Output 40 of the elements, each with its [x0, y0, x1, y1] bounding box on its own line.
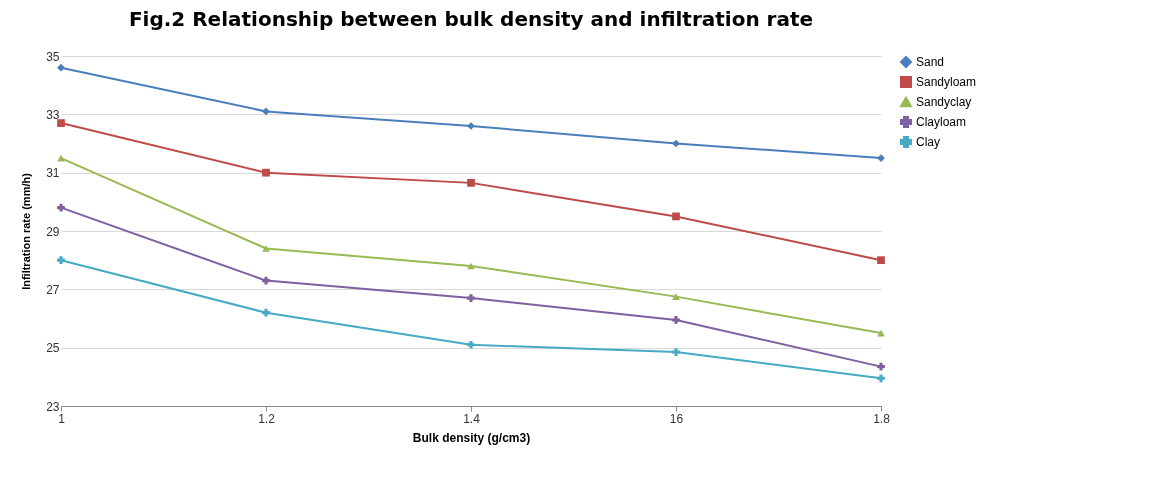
point: [57, 63, 65, 72]
y-tick-label: 25: [46, 341, 60, 356]
legend-label: Sand: [916, 55, 945, 69]
point: [57, 203, 65, 212]
y-tick-label: 27: [46, 282, 60, 297]
point: [467, 340, 475, 349]
legend-label: Sandyloam: [916, 75, 977, 89]
point: [672, 212, 680, 221]
x-axis-title: Bulk density (g/cm3): [412, 430, 531, 445]
point: [262, 308, 270, 317]
point: [877, 362, 885, 371]
legend-label: Sandyclay: [916, 95, 972, 109]
x-tick-label: 1.4: [463, 411, 481, 426]
y-axis-title: Infiltration rate (mm/h): [20, 172, 33, 290]
point: [57, 256, 65, 265]
point: [57, 119, 65, 127]
point: [672, 316, 680, 324]
point: [467, 294, 475, 302]
x-tick-label: 1: [58, 411, 66, 426]
y-tick-label: 31: [46, 166, 60, 181]
legend-label: Clayloam: [916, 115, 967, 129]
point: [672, 348, 680, 356]
point: [877, 256, 885, 265]
point: [262, 168, 270, 177]
point: [262, 107, 270, 116]
point: [877, 374, 885, 383]
point: [467, 179, 475, 187]
point: [262, 245, 270, 252]
y-tick-label: 33: [46, 107, 60, 122]
point: [262, 276, 270, 285]
point: [672, 293, 680, 300]
point: [672, 139, 680, 148]
y-tick-label: 29: [46, 224, 60, 239]
x-tick-label: 1.2: [258, 411, 276, 426]
chart-title: Fig.2 Relationship between bulk density and infiltration rate: [128, 7, 814, 31]
y-tick-label: 23: [46, 399, 60, 414]
x-tick-label: 1.8: [873, 411, 891, 426]
y-tick-label: 35: [46, 49, 60, 64]
x-tick-label: 16: [669, 411, 684, 426]
legend-label: Clay: [916, 135, 941, 149]
